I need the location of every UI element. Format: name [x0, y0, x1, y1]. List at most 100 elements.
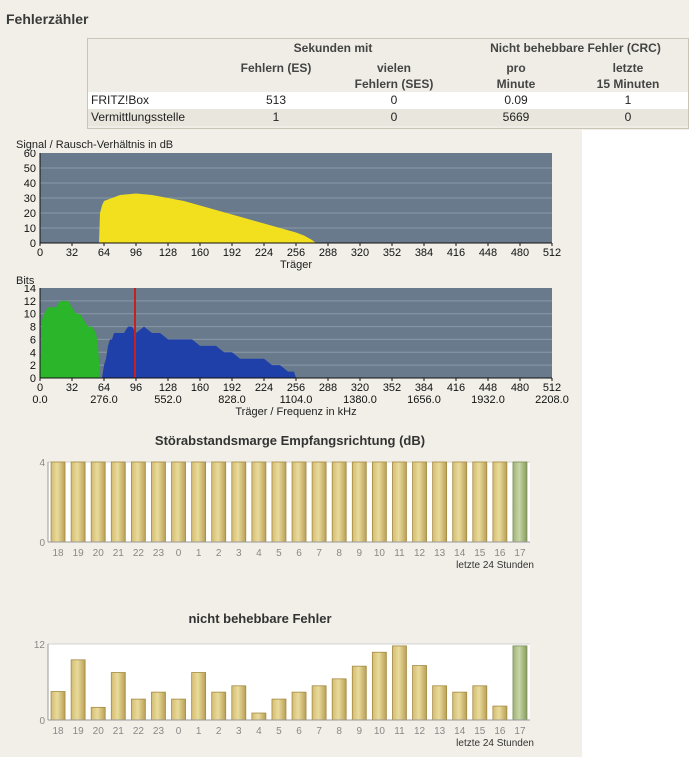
bar — [392, 645, 407, 721]
x-tick-label: 15 — [474, 726, 486, 737]
bar — [231, 685, 247, 721]
y-tick-label: 12 — [34, 640, 46, 651]
x-tick-label: 3 — [236, 548, 242, 559]
bar — [191, 672, 207, 721]
y-tick-label: 0 — [39, 716, 45, 727]
x-tick-label: 18 — [52, 726, 64, 737]
x-tick-label: 256 — [287, 382, 305, 394]
x-tick-label: 23 — [153, 548, 165, 559]
bar — [50, 691, 66, 721]
x-tick-label: 20 — [93, 726, 105, 737]
bar — [171, 698, 186, 721]
plot-area — [48, 462, 530, 542]
x-tick-label: 10 — [374, 548, 386, 559]
x-tick-label: 3 — [236, 726, 242, 737]
bar — [512, 461, 528, 543]
x-axis-label: letzte 24 Stunden — [456, 560, 534, 571]
y-tick-label: 0 — [39, 538, 45, 549]
x-tick-label: 320 — [351, 382, 369, 394]
freq-tick-label: 2208.0 — [535, 394, 569, 406]
x-tick-label: 512 — [543, 247, 561, 259]
x-tick-label: 5 — [276, 548, 282, 559]
bar — [412, 665, 427, 721]
y-tick-label: 4 — [30, 347, 36, 359]
freq-tick-label: 1932.0 — [471, 394, 505, 406]
x-tick-label: 5 — [276, 726, 282, 737]
x-tick-label: 192 — [223, 382, 241, 394]
x-tick-label: 224 — [255, 247, 273, 259]
group-header-crc: Nicht behebbare Fehler (CRC) — [490, 41, 661, 55]
x-tick-label: 12 — [414, 726, 426, 737]
x-tick-label: 0 — [176, 726, 182, 737]
x-axis-label: letzte 24 Stunden — [456, 738, 534, 749]
bar — [492, 705, 508, 721]
x-tick-label: 9 — [357, 726, 363, 737]
x-tick-label: 448 — [479, 247, 497, 259]
bar — [211, 461, 227, 543]
x-tick-label: 6 — [296, 548, 302, 559]
x-tick-label: 416 — [447, 247, 465, 259]
table-row: Vermittlungsstelle 1 0 5669 0 — [88, 109, 688, 126]
y-tick-label: 20 — [24, 208, 36, 220]
x-tick-label: 21 — [113, 726, 125, 737]
x-tick-label: 20 — [93, 548, 105, 559]
x-tick-label: 256 — [287, 247, 305, 259]
x-tick-label: 10 — [374, 726, 386, 737]
y-tick-label: 2 — [30, 360, 36, 372]
x-tick-label: 128 — [159, 382, 177, 394]
x-tick-label: 0 — [37, 247, 43, 259]
x-tick-label: 384 — [415, 247, 433, 259]
bar — [452, 461, 468, 543]
bar — [492, 461, 508, 543]
x-tick-label: 7 — [316, 548, 322, 559]
x-tick-label: 19 — [73, 726, 85, 737]
x-tick-label: 14 — [454, 548, 466, 559]
table-cell: 5669 — [502, 110, 530, 124]
bar — [291, 691, 307, 721]
x-tick-label: 17 — [514, 726, 526, 737]
x-tick-label: 16 — [494, 726, 506, 737]
x-tick-label: 23 — [153, 726, 165, 737]
x-tick-label: 12 — [414, 548, 426, 559]
y-tick-label: 4 — [39, 458, 45, 469]
y-tick-label: 10 — [24, 309, 36, 321]
bar — [371, 461, 387, 543]
y-tick-label: 0 — [30, 373, 36, 385]
x-tick-label: 224 — [255, 382, 273, 394]
bar — [271, 698, 287, 721]
y-tick-label: 30 — [24, 193, 36, 205]
freq-tick-label: 552.0 — [154, 394, 182, 406]
x-axis-label: Träger — [280, 259, 312, 271]
freq-tick-label: 1380.0 — [343, 394, 377, 406]
bar — [311, 685, 327, 721]
y-tick-label: 60 — [24, 150, 36, 160]
snr-chart-title: Signal / Rausch-Verhältnis in dB — [16, 139, 174, 151]
x-tick-label: 96 — [130, 247, 142, 259]
bar — [211, 691, 227, 721]
bar — [151, 461, 166, 543]
table-cell: 513 — [265, 93, 287, 107]
x-tick-label: 22 — [133, 548, 145, 559]
x-tick-label: 18 — [52, 548, 64, 559]
x-tick-label: 448 — [479, 382, 497, 394]
x-tick-label: 128 — [159, 247, 177, 259]
bar — [512, 645, 528, 721]
table-cell: 0.09 — [504, 93, 528, 107]
x-tick-label: 19 — [73, 548, 85, 559]
x-tick-label: 8 — [336, 726, 342, 737]
bar — [271, 461, 287, 543]
x-tick-label: 352 — [383, 247, 401, 259]
y-tick-label: 8 — [30, 322, 36, 334]
table-cell: 1 — [624, 93, 632, 107]
x-tick-label: 320 — [351, 247, 369, 259]
row-label: FRITZ!Box — [91, 93, 150, 107]
x-tick-label: 16 — [494, 548, 506, 559]
bar — [70, 659, 86, 721]
x-tick-label: 64 — [98, 247, 110, 259]
x-tick-label: 1 — [196, 548, 202, 559]
bar — [110, 461, 126, 543]
bar — [371, 651, 387, 721]
x-tick-label: 288 — [319, 382, 337, 394]
